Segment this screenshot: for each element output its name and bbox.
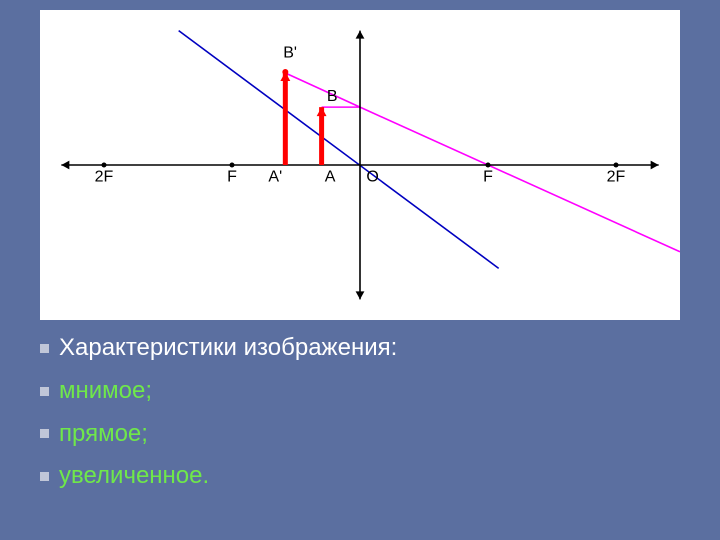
- svg-text:2F: 2F: [95, 169, 114, 186]
- svg-text:B: B: [327, 88, 338, 105]
- bullet-text: Характеристики изображения:: [59, 334, 397, 363]
- list-item: мнимое;: [40, 377, 680, 406]
- bullet-icon: [40, 387, 49, 396]
- bullet-text: увеличенное.: [59, 462, 209, 491]
- svg-text:O: O: [366, 169, 378, 186]
- bullet-icon: [40, 472, 49, 481]
- optics-diagram-svg: 2F F F 2F O A B A' B': [40, 10, 680, 320]
- optics-diagram: 2F F F 2F O A B A' B': [40, 10, 680, 320]
- svg-text:2F: 2F: [607, 169, 626, 186]
- svg-text:A: A: [325, 169, 336, 186]
- svg-text:B': B': [283, 45, 297, 62]
- bullet-text: мнимое;: [59, 377, 152, 406]
- svg-text:F: F: [227, 169, 237, 186]
- list-item: прямое;: [40, 420, 680, 449]
- slide: 2F F F 2F O A B A' B' Характеристики изображения…: [0, 0, 720, 540]
- svg-text:A': A': [268, 169, 282, 186]
- list-item: Характеристики изображения:: [40, 334, 680, 363]
- bullet-text: прямое;: [59, 420, 148, 449]
- bullet-icon: [40, 344, 49, 353]
- svg-text:F: F: [483, 169, 493, 186]
- bullet-icon: [40, 429, 49, 438]
- list-item: увеличенное.: [40, 462, 680, 491]
- bullet-list: Характеристики изображения: мнимое; прям…: [40, 334, 680, 505]
